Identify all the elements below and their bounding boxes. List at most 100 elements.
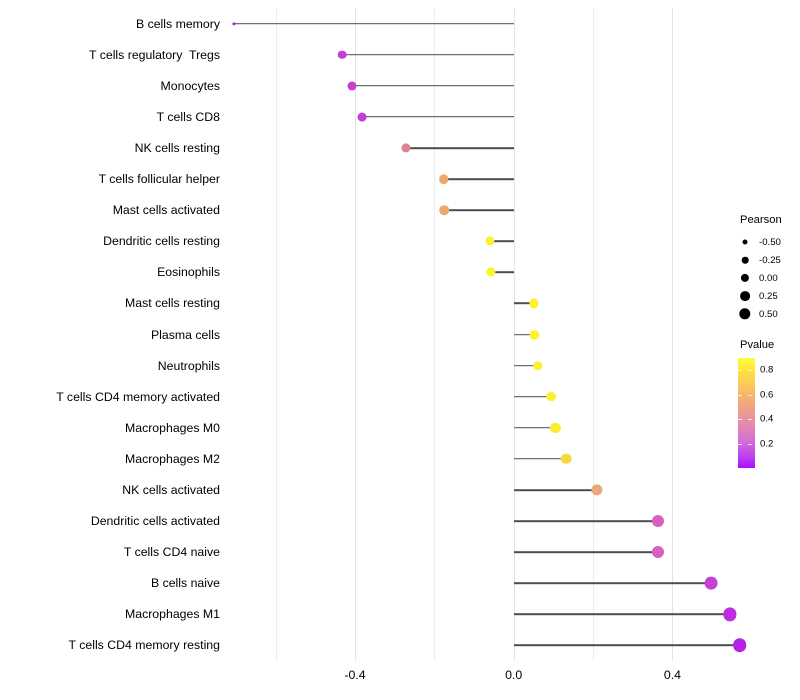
y-axis-tick-label: T cells CD4 memory activated bbox=[56, 389, 220, 404]
lollipop-point bbox=[347, 81, 357, 91]
legend-size-entry: 0.00 bbox=[734, 269, 800, 287]
lollipop-point bbox=[591, 484, 603, 496]
x-axis-tick-label: -0.4 bbox=[344, 668, 366, 682]
x-axis: -0.4 0.0 0.4 bbox=[228, 661, 728, 691]
lollipop-stem bbox=[513, 364, 538, 367]
y-axis-tick-label: Plasma cells bbox=[150, 327, 220, 342]
lollipop-stem bbox=[443, 178, 514, 180]
y-axis-labels: B cells memory T cells regulatory Tregs Mo… bbox=[0, 8, 220, 661]
colorbar-tick bbox=[738, 443, 742, 445]
gridline-major bbox=[354, 8, 356, 661]
colorbar-tick-label: 0.6 bbox=[760, 389, 774, 401]
y-axis-tick-label: Neutrophils bbox=[157, 358, 220, 373]
legend-size-key bbox=[734, 251, 756, 269]
y-axis-tick-label: T cells regulatory Tregs bbox=[89, 47, 220, 62]
legend-size-dot bbox=[740, 291, 750, 301]
legend-size-entry: 0.25 bbox=[734, 287, 800, 305]
y-axis-tick-label: Dendritic cells activated bbox=[90, 513, 220, 528]
lollipop-stem bbox=[513, 426, 556, 429]
y-axis-tick-label: T cells CD4 memory resting bbox=[68, 638, 220, 653]
legend-size-dot bbox=[741, 256, 749, 264]
y-axis-tick-label: B cells memory bbox=[135, 16, 220, 31]
lollipop-point bbox=[651, 515, 664, 528]
legend-size-label: -0.50 bbox=[759, 237, 781, 248]
lollipop-stem bbox=[513, 520, 658, 522]
lollipop-point bbox=[486, 267, 496, 277]
gridline-minor bbox=[593, 8, 595, 661]
legend-pearson-title: Pearson bbox=[740, 214, 782, 226]
lollipop-stem bbox=[342, 53, 514, 56]
legend-size-label: 0.00 bbox=[759, 273, 778, 284]
x-axis-tick-label: 0.0 bbox=[505, 668, 523, 682]
pvalue-colorbar bbox=[738, 358, 755, 468]
colorbar-tick bbox=[748, 419, 752, 421]
lollipop-point bbox=[401, 143, 411, 153]
lollipop-stem bbox=[489, 240, 514, 242]
y-axis-tick-label: NK cells resting bbox=[134, 140, 220, 155]
gridline-minor bbox=[434, 8, 436, 661]
y-axis-tick-label: Macrophages M0 bbox=[124, 420, 220, 435]
legend-size-entry: 0.50 bbox=[734, 305, 800, 323]
y-axis-tick-label: T cells CD4 naive bbox=[123, 545, 220, 560]
lollipop-point bbox=[723, 607, 737, 621]
lollipop-stem bbox=[351, 84, 514, 87]
legend-size-entry: -0.50 bbox=[734, 233, 800, 251]
lollipop-stem bbox=[513, 613, 730, 616]
lollipop-stem bbox=[513, 333, 535, 336]
y-axis-tick-label: NK cells activated bbox=[122, 482, 220, 497]
gridline-minor bbox=[275, 8, 277, 661]
lollipop-stem bbox=[513, 395, 551, 398]
lollipop-stem bbox=[513, 582, 712, 585]
y-axis-tick-label: Eosinophils bbox=[157, 265, 220, 280]
lollipop-stem bbox=[405, 147, 514, 149]
y-axis-tick-label: Mast cells resting bbox=[125, 296, 220, 311]
lollipop-point bbox=[532, 360, 543, 371]
colorbar-tick bbox=[738, 394, 742, 396]
legend-size-key bbox=[734, 269, 756, 287]
colorbar-tick-label: 0.4 bbox=[760, 413, 774, 425]
legend-size-key bbox=[734, 287, 756, 305]
y-axis-tick-label: T cells follicular helper bbox=[98, 171, 220, 186]
colorbar-tick bbox=[748, 370, 752, 372]
legend-size-label: -0.25 bbox=[759, 255, 781, 266]
colorbar-tick bbox=[748, 394, 752, 396]
lollipop-stem bbox=[513, 302, 534, 305]
y-axis-tick-label: Mast cells activated bbox=[112, 202, 220, 217]
lollipop-point bbox=[651, 546, 664, 559]
y-axis-tick-label: Macrophages M1 bbox=[124, 607, 220, 622]
lollipop-stem bbox=[513, 489, 597, 491]
lollipop-stem bbox=[361, 116, 514, 118]
lollipop-point bbox=[550, 422, 561, 433]
lollipop-point bbox=[337, 50, 347, 59]
lollipop-point bbox=[546, 391, 556, 402]
y-axis-tick-label: T cells CD8 bbox=[156, 109, 220, 124]
legend-size-label: 0.50 bbox=[759, 309, 778, 320]
colorbar-tick-label: 0.8 bbox=[760, 364, 774, 376]
legend-size-entry: -0.25 bbox=[734, 251, 800, 269]
lollipop-point bbox=[439, 174, 449, 184]
lollipop-stem bbox=[513, 551, 658, 553]
colorbar-tick-label: 0.2 bbox=[760, 438, 774, 450]
lollipop-stem bbox=[233, 22, 514, 25]
legend-pvalue-color: Pvalue 0.8 0.6 0.4 0.2 bbox=[734, 339, 800, 468]
y-axis-tick-label: B cells naive bbox=[150, 576, 220, 591]
colorbar-tick bbox=[748, 443, 752, 445]
y-axis-tick-label: Monocytes bbox=[160, 78, 220, 93]
legend-size-key bbox=[734, 233, 756, 251]
colorbar-tick bbox=[738, 370, 742, 372]
gridline-major bbox=[672, 8, 674, 661]
legend-pearson-size: Pearson -0.50 -0.25 0.00 0.25 0.50 bbox=[734, 214, 800, 323]
plot-panel bbox=[228, 8, 747, 661]
legend-size-dot bbox=[742, 239, 748, 245]
lollipop-point bbox=[528, 298, 539, 308]
lollipop-stem bbox=[444, 209, 514, 211]
lollipop-point bbox=[733, 638, 747, 653]
y-axis-tick-label: Macrophages M2 bbox=[124, 451, 220, 466]
legend-size-dot bbox=[739, 308, 751, 320]
lollipop-stem bbox=[513, 458, 567, 460]
legend-pvalue-title: Pvalue bbox=[740, 339, 775, 351]
colorbar-wrap: 0.8 0.6 0.4 0.2 bbox=[734, 358, 794, 468]
legend-pearson-entries: -0.50 -0.25 0.00 0.25 0.50 bbox=[734, 233, 800, 323]
y-axis-tick-label: Dendritic cells resting bbox=[103, 234, 220, 249]
